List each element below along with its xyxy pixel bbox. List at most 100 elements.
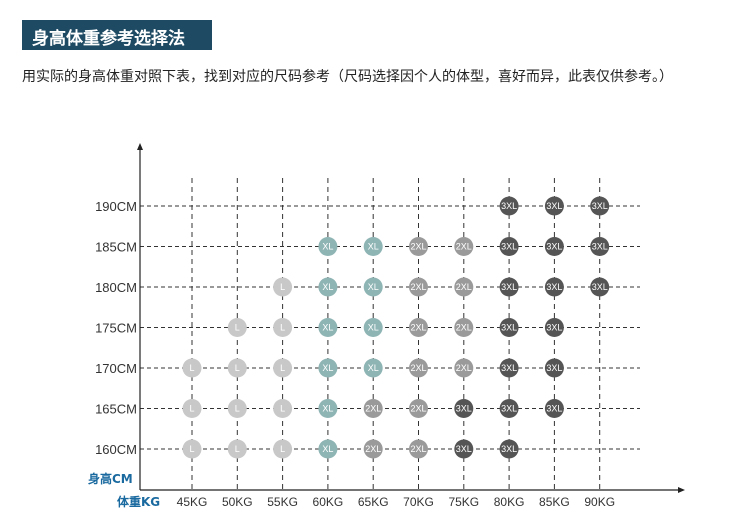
size-point bbox=[363, 439, 383, 459]
size-point-label: 3XL bbox=[501, 282, 517, 292]
size-point bbox=[363, 358, 383, 378]
size-point bbox=[544, 318, 564, 337]
size-point-label: 2XL bbox=[410, 323, 426, 333]
y-axis-title: 身高CM bbox=[88, 471, 133, 486]
size-point-label: 2XL bbox=[365, 404, 381, 414]
size-point bbox=[499, 237, 519, 256]
size-point bbox=[409, 399, 428, 418]
title-banner: 身高体重参考选择法 bbox=[22, 20, 212, 50]
size-point bbox=[544, 399, 564, 418]
size-point bbox=[499, 318, 519, 337]
size-point bbox=[590, 237, 610, 256]
size-point bbox=[318, 358, 338, 378]
size-point-label: 3XL bbox=[501, 201, 517, 211]
size-point-label: 2XL bbox=[456, 242, 472, 252]
size-point-label: 3XL bbox=[592, 242, 608, 252]
size-point-label: 3XL bbox=[592, 201, 608, 211]
size-point bbox=[318, 237, 338, 256]
size-point-label: XL bbox=[322, 242, 333, 252]
size-point bbox=[227, 358, 247, 378]
description-text: 用实际的身高体重对照下表，找到对应的尺码参考（尺码选择因个人的体型，喜好而异，此… bbox=[22, 69, 673, 85]
x-axis-arrow bbox=[678, 487, 685, 493]
size-point bbox=[409, 318, 428, 337]
size-point-label: L bbox=[235, 404, 240, 414]
size-point-label: 2XL bbox=[410, 282, 426, 292]
size-point-label: XL bbox=[368, 363, 379, 373]
size-point bbox=[273, 318, 293, 337]
size-point-label: XL bbox=[322, 444, 333, 454]
size-point-label: L bbox=[235, 323, 240, 333]
size-point-label: L bbox=[280, 323, 285, 333]
size-point-label: L bbox=[235, 363, 240, 373]
size-point bbox=[499, 277, 519, 297]
size-point bbox=[363, 237, 383, 256]
size-point-label: 3XL bbox=[456, 404, 472, 414]
x-tick-label: 45KG bbox=[177, 495, 208, 509]
data-points: L L L XL 2XL 2XL 3XL 3XL L L L XL 2XL 2XL 3XL 3XL 3XL L L L… bbox=[182, 196, 610, 459]
size-point-label: 2XL bbox=[456, 363, 472, 373]
size-point bbox=[318, 399, 338, 418]
tick-labels: 160CM 165CM 170CM 175CM 180CM 185CM 190CM 45KG 5… bbox=[95, 199, 615, 509]
size-point bbox=[409, 439, 428, 459]
size-point-label: 2XL bbox=[365, 444, 381, 454]
size-point-label: 2XL bbox=[410, 404, 426, 414]
size-point-label: 3XL bbox=[546, 404, 562, 414]
size-point bbox=[363, 318, 383, 337]
size-point bbox=[182, 399, 202, 418]
size-point bbox=[318, 439, 338, 459]
size-point-label: L bbox=[235, 444, 240, 454]
size-point-label: L bbox=[280, 404, 285, 414]
size-point bbox=[499, 399, 519, 418]
y-axis-arrow bbox=[137, 143, 143, 150]
size-point-label: XL bbox=[322, 404, 333, 414]
x-tick-label: 55KG bbox=[267, 495, 298, 509]
size-point bbox=[454, 237, 474, 256]
size-point bbox=[590, 277, 610, 297]
size-point-label: 3XL bbox=[546, 363, 562, 373]
x-tick-label: 75KG bbox=[448, 495, 479, 509]
size-point bbox=[499, 196, 519, 216]
x-tick-label: 65KG bbox=[358, 495, 389, 509]
size-point-label: L bbox=[280, 363, 285, 373]
size-point-label: 3XL bbox=[546, 282, 562, 292]
size-point bbox=[273, 277, 293, 297]
size-point bbox=[454, 399, 474, 418]
size-point-label: 3XL bbox=[546, 201, 562, 211]
size-point-label: L bbox=[189, 404, 194, 414]
y-tick-label: 175CM bbox=[95, 321, 137, 336]
size-point-label: 3XL bbox=[501, 323, 517, 333]
size-point-label: 3XL bbox=[501, 404, 517, 414]
size-point bbox=[454, 439, 474, 459]
size-point-label: 2XL bbox=[410, 444, 426, 454]
size-point-label: 3XL bbox=[546, 242, 562, 252]
page-title: 身高体重参考选择法 bbox=[32, 29, 185, 49]
size-point-label: 3XL bbox=[501, 444, 517, 454]
size-point bbox=[544, 196, 564, 216]
x-tick-label: 80KG bbox=[494, 495, 525, 509]
size-point bbox=[499, 439, 519, 459]
size-point bbox=[227, 439, 247, 459]
size-point bbox=[273, 439, 293, 459]
x-tick-label: 70KG bbox=[403, 495, 434, 509]
size-point-label: 2XL bbox=[456, 282, 472, 292]
size-point-label: XL bbox=[368, 242, 379, 252]
x-axis-title: 体重KG bbox=[117, 494, 160, 509]
size-point-label: 3XL bbox=[501, 242, 517, 252]
size-point-label: 2XL bbox=[410, 363, 426, 373]
size-point bbox=[409, 358, 428, 378]
grid-lines bbox=[140, 178, 640, 490]
size-point-label: 3XL bbox=[546, 323, 562, 333]
size-point bbox=[273, 358, 293, 378]
y-tick-label: 185CM bbox=[95, 240, 137, 255]
x-tick-label: 85KG bbox=[539, 495, 570, 509]
size-point bbox=[454, 358, 474, 378]
x-tick-label: 60KG bbox=[313, 495, 344, 509]
y-tick-label: 160CM bbox=[95, 442, 137, 457]
size-point bbox=[363, 277, 383, 297]
size-point-label: L bbox=[189, 444, 194, 454]
size-point-label: XL bbox=[368, 323, 379, 333]
size-point-label: 3XL bbox=[501, 363, 517, 373]
size-point bbox=[499, 358, 519, 378]
y-tick-label: 165CM bbox=[95, 402, 137, 417]
size-point-label: XL bbox=[368, 282, 379, 292]
